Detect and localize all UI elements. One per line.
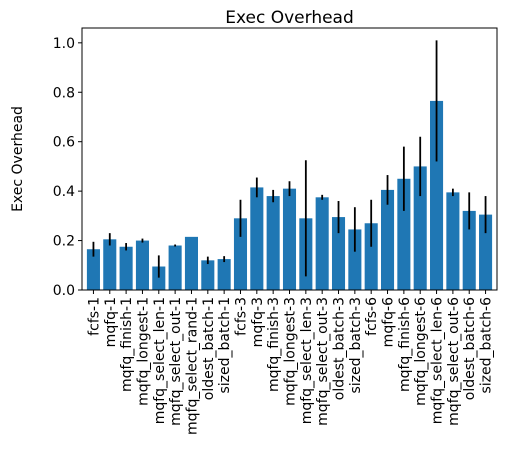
bar-mqfq-3 xyxy=(250,187,264,290)
x-tick-label-mqfq_select_rand-1: mqfq_select_rand-1 xyxy=(184,297,200,435)
bar-sized_batch-6 xyxy=(479,214,493,290)
bar-fcfs-3 xyxy=(233,218,248,290)
x-ticks-group: fcfs-1 mqfq-1 mqfq_finish-1 mqfq_longest-1 m… xyxy=(86,290,495,435)
bar-mqfq-6 xyxy=(381,189,395,290)
x-tick-label-sized_batch-3: sized_batch-3 xyxy=(348,297,364,394)
bar-oldest_batch-3 xyxy=(331,217,346,290)
bar-mqfq_longest-6 xyxy=(413,166,427,290)
bar-mqfq_select_rand-1 xyxy=(184,236,198,290)
x-tick-label-mqfq_longest-1: mqfq_longest-1 xyxy=(135,297,151,406)
bar-mqfq_select_out-3 xyxy=(315,197,329,290)
y-tick-label-0.8: 0.8 xyxy=(53,85,75,101)
plot-frame xyxy=(81,27,498,291)
x-tick-label-mqfq_finish-1: mqfq_finish-1 xyxy=(119,297,135,392)
bar-mqfq_finish-3 xyxy=(266,196,280,290)
y-tick-label-0.4: 0.4 xyxy=(53,184,75,200)
error-bars-group xyxy=(92,40,487,278)
y-axis-label: Exec Overhead xyxy=(10,106,26,212)
bar-mqfq_select_out-1 xyxy=(168,245,182,290)
x-tick-label-mqfq_select_len-3: mqfq_select_len-3 xyxy=(299,297,315,424)
x-tick-label-mqfq_select_out-3: mqfq_select_out-3 xyxy=(315,297,331,426)
x-tick-label-mqfq-6: mqfq-6 xyxy=(381,297,397,347)
x-tick-label-mqfq_select_out-6: mqfq_select_out-6 xyxy=(446,297,462,426)
x-tick-label-oldest_batch-6: oldest_batch-6 xyxy=(462,297,478,400)
bar-fcfs-6 xyxy=(364,223,378,290)
bar-mqfq_select_out-6 xyxy=(446,192,460,290)
x-tick-label-fcfs-6: fcfs-6 xyxy=(364,297,380,336)
bars-group xyxy=(86,100,493,290)
x-tick-label-sized_batch-6: sized_batch-6 xyxy=(479,297,495,394)
chart-title: Exec Overhead xyxy=(225,8,354,28)
x-tick-label-mqfq_finish-3: mqfq_finish-3 xyxy=(266,297,282,392)
x-tick-label-oldest_batch-1: oldest_batch-1 xyxy=(201,297,217,400)
x-tick-label-mqfq_finish-6: mqfq_finish-6 xyxy=(397,297,413,392)
x-tick-label-sized_batch-1: sized_batch-1 xyxy=(217,297,233,394)
bar-mqfq_longest-1 xyxy=(135,240,149,290)
y-tick-label-0.2: 0.2 xyxy=(53,234,75,250)
bar-mqfq_finish-6 xyxy=(397,178,411,290)
x-tick-label-mqfq-3: mqfq-3 xyxy=(250,297,266,347)
x-tick-label-fcfs-3: fcfs-3 xyxy=(233,297,249,336)
y-tick-label-0.6: 0.6 xyxy=(53,135,75,151)
x-tick-label-oldest_batch-3: oldest_batch-3 xyxy=(332,297,348,400)
x-tick-label-mqfq-1: mqfq-1 xyxy=(103,297,119,347)
bar-mqfq_finish-1 xyxy=(119,246,133,290)
x-tick-label-mqfq_select_len-1: mqfq_select_len-1 xyxy=(152,297,168,424)
bar-sized_batch-1 xyxy=(217,259,231,290)
y-tick-label-1.0: 1.0 xyxy=(53,36,75,52)
x-tick-label-mqfq_longest-6: mqfq_longest-6 xyxy=(413,297,429,406)
y-ticks-group: 0.0 0.2 0.4 0.6 0.8 1.0 xyxy=(53,36,82,299)
x-tick-label-fcfs-1: fcfs-1 xyxy=(86,297,102,336)
bar-sized_batch-3 xyxy=(348,229,362,290)
bar-oldest_batch-6 xyxy=(462,210,476,290)
bar-mqfq_select_len-6 xyxy=(430,100,444,290)
x-tick-label-mqfq_select_len-6: mqfq_select_len-6 xyxy=(430,297,446,424)
bar-oldest_batch-1 xyxy=(201,260,215,290)
bar-mqfq_longest-3 xyxy=(282,188,297,290)
bar-fcfs-1 xyxy=(86,249,100,290)
x-tick-label-mqfq_longest-3: mqfq_longest-3 xyxy=(283,297,299,406)
y-tick-label-0.0: 0.0 xyxy=(53,283,75,299)
x-tick-label-mqfq_select_out-1: mqfq_select_out-1 xyxy=(168,297,184,426)
bar-mqfq_select_len-1 xyxy=(152,266,166,290)
bar-mqfq-1 xyxy=(103,239,117,290)
